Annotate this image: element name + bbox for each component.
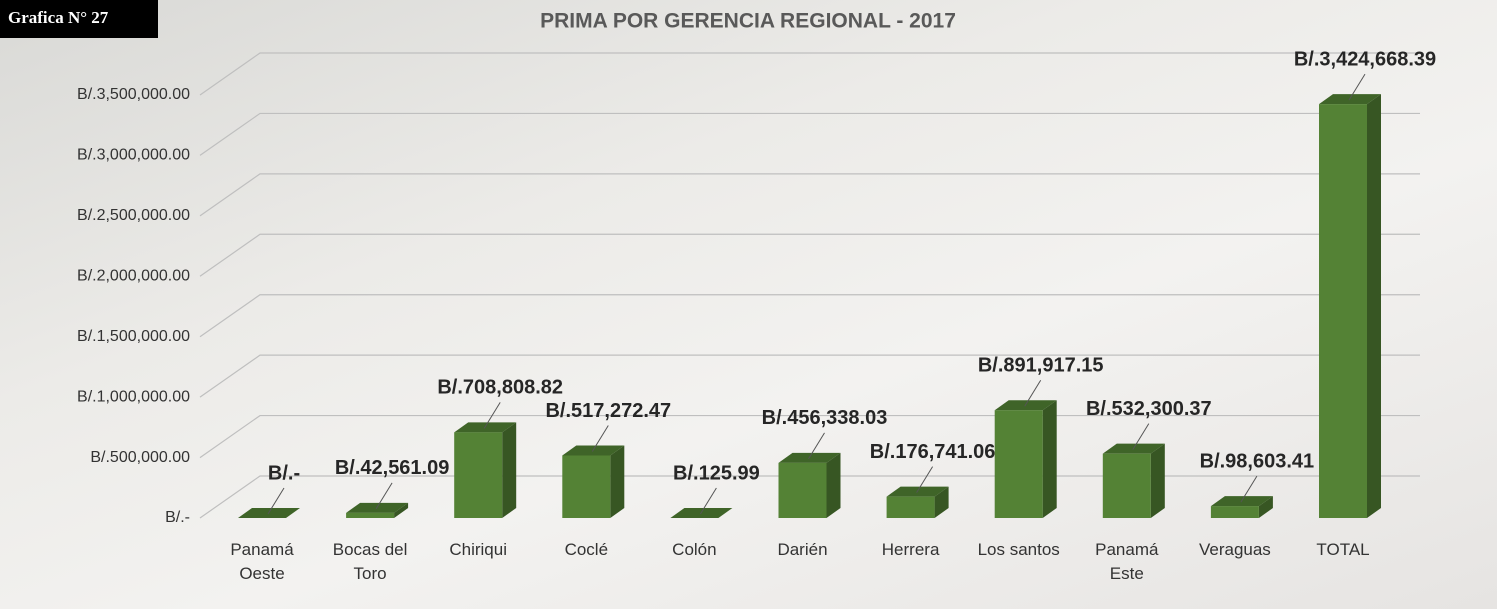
bar <box>1319 104 1367 518</box>
y-tick-label: B/.- <box>165 509 190 526</box>
leader-line <box>1024 379 1042 407</box>
value-label: B/.125.99 <box>673 462 760 484</box>
leader-line <box>483 402 501 429</box>
grid-line <box>199 52 1420 96</box>
bar <box>454 432 503 518</box>
value-label: B/.517,272.47 <box>545 400 671 422</box>
y-tick-label: B/.1,500,000.00 <box>77 328 190 345</box>
leader-line <box>808 432 825 460</box>
value-label: B/.98,603.41 <box>1200 450 1315 472</box>
bar <box>1102 453 1151 518</box>
bar <box>346 512 395 518</box>
bar-side <box>1367 94 1381 518</box>
leader-line <box>916 466 934 493</box>
bar-side <box>394 502 409 518</box>
value-label: B/.456,338.03 <box>762 407 888 429</box>
y-tick-label: B/.500,000.00 <box>90 449 190 466</box>
value-label: B/.- <box>268 462 300 484</box>
grid-line <box>199 173 1420 217</box>
leader-line <box>591 425 609 452</box>
x-tick-label: Coclé <box>564 540 609 559</box>
bar <box>562 455 611 518</box>
value-label: B/.3,424,668.39 <box>1294 48 1436 70</box>
value-label: B/.708,808.82 <box>437 377 563 399</box>
y-tick-label: B/.1,000,000.00 <box>77 388 190 405</box>
bar-side <box>610 445 625 518</box>
bar-side <box>826 452 841 518</box>
grid-line <box>199 294 1420 338</box>
bar <box>994 410 1043 518</box>
chart-title: PRIMA POR GERENCIA REGIONAL - 2017 <box>540 10 956 33</box>
bar-side <box>718 507 733 518</box>
grid-line <box>199 354 1420 398</box>
bar-side <box>934 486 949 518</box>
x-tick-label: Chiriqui <box>449 540 507 559</box>
leader-line <box>375 482 393 510</box>
grid-line <box>199 233 1420 277</box>
y-tick-label: B/.3,500,000.00 <box>77 86 190 103</box>
bar-side <box>1258 496 1273 518</box>
bar <box>778 462 827 518</box>
x-tick-label: Darién <box>777 540 828 559</box>
y-tick-label: B/.3,000,000.00 <box>77 147 190 164</box>
y-tick-label: B/.2,000,000.00 <box>77 268 190 285</box>
badge: Grafica N° 27 <box>8 8 109 27</box>
x-tick-label: Herrera <box>881 540 940 559</box>
grid-line <box>199 112 1420 156</box>
leader-line <box>267 487 285 515</box>
value-label: B/.176,741.06 <box>870 441 996 463</box>
leader-line <box>699 487 717 515</box>
y-tick-label: B/.2,500,000.00 <box>77 207 190 224</box>
x-tick-label: Colón <box>672 540 717 559</box>
value-label: B/.891,917.15 <box>978 354 1104 376</box>
bar-side <box>1150 443 1165 518</box>
x-tick-label: Bocas del Toro <box>332 540 408 583</box>
bar <box>1210 506 1259 518</box>
x-tick-label: Panamá Oeste <box>230 540 294 583</box>
bar <box>886 496 935 518</box>
bar-side <box>502 422 517 518</box>
value-label: B/.532,300.37 <box>1086 398 1212 420</box>
leader-line <box>1348 73 1366 101</box>
badge-bg <box>0 0 158 38</box>
leader-line <box>1240 475 1258 503</box>
value-label: B/.42,561.09 <box>335 457 450 479</box>
x-tick-label: Panamá Este <box>1095 540 1159 583</box>
x-tick-label: Los santos <box>977 540 1060 559</box>
x-tick-label: Veraguas <box>1198 540 1271 559</box>
bar-side <box>1042 400 1057 518</box>
x-tick-label: TOTAL <box>1316 540 1370 559</box>
leader-line <box>1132 423 1150 450</box>
